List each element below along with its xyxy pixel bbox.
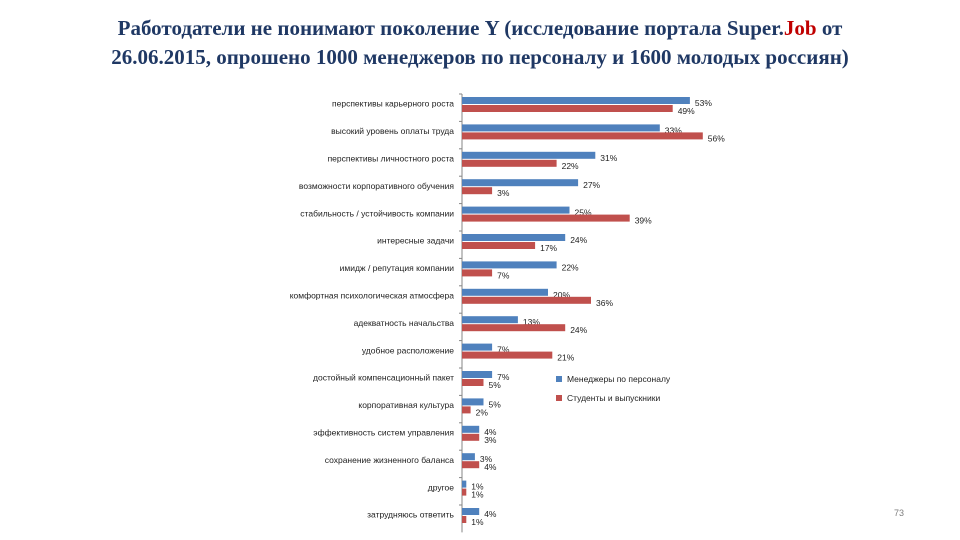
title-line-1: Работодатели не понимают поколение Y (ис… — [0, 14, 960, 43]
category-label: комфортная психологическая атмосфера — [290, 291, 455, 301]
bar-managers — [462, 234, 566, 241]
bar-managers — [462, 480, 467, 488]
bar-students — [462, 406, 471, 414]
bar-managers — [462, 343, 493, 351]
bar-students — [462, 461, 480, 469]
value-label-students: 56% — [708, 133, 725, 143]
bar-managers — [462, 206, 570, 214]
value-label-managers: 4% — [484, 509, 497, 519]
bar-students — [462, 132, 703, 140]
value-label-students: 5% — [489, 380, 502, 390]
value-label-managers: 4% — [484, 427, 497, 437]
value-label-students: 1% — [471, 490, 484, 500]
value-label-managers: 25% — [575, 208, 592, 218]
bar-students — [462, 516, 467, 523]
category-label: стабильность / устойчивость компании — [300, 208, 454, 218]
value-label-managers: 7% — [497, 345, 510, 355]
category-label: высокий уровень оплаты труда — [331, 126, 454, 136]
bar-managers — [462, 151, 596, 159]
value-label-managers: 31% — [600, 153, 617, 163]
category-label: затрудняюсь ответить — [367, 510, 454, 520]
bar-students — [462, 242, 536, 249]
category-label: корпоративная культура — [358, 400, 454, 410]
value-label-managers: 7% — [497, 372, 510, 382]
category-label: возможности корпоративного обучения — [299, 181, 454, 191]
page-number: 73 — [893, 508, 904, 518]
value-label-managers: 27% — [583, 180, 600, 190]
bar-students — [462, 296, 591, 304]
value-label-managers: 24% — [570, 235, 587, 245]
category-label: перспективы личностного роста — [328, 154, 455, 164]
title-text-part: Работодатели не понимают поколение Y (ис… — [117, 16, 784, 40]
bar-managers — [462, 179, 579, 187]
category-label: удобное расположение — [362, 345, 454, 355]
title-text-part: от — [816, 16, 843, 40]
bar-managers — [462, 124, 660, 132]
bar-students — [462, 269, 493, 277]
bar-students — [462, 488, 467, 496]
bar-managers — [462, 288, 548, 296]
category-label: эффективность систем управления — [313, 428, 454, 438]
bar-students — [462, 433, 480, 441]
value-label-students: 49% — [678, 106, 695, 116]
bar-managers — [462, 316, 518, 324]
title-brand-job: Job — [783, 16, 817, 40]
value-label-students: 36% — [596, 298, 613, 308]
value-label-students: 4% — [484, 462, 497, 472]
value-label-managers: 13% — [523, 317, 540, 327]
value-label-students: 3% — [497, 188, 510, 198]
bar-managers — [462, 261, 557, 269]
bar-managers — [462, 425, 480, 433]
value-label-students: 17% — [540, 243, 557, 253]
value-label-students: 24% — [570, 325, 587, 335]
bar-students — [462, 324, 566, 332]
legend-swatch — [556, 395, 562, 401]
bar-students — [462, 187, 493, 195]
value-label-managers: 3% — [480, 454, 493, 464]
value-label-students: 2% — [476, 407, 489, 417]
value-label-managers: 33% — [665, 125, 682, 135]
title-line-2: 26.06.2015, опрошено 1000 менеджеров по … — [111, 45, 849, 69]
bar-managers — [462, 508, 480, 515]
value-label-managers: 53% — [695, 98, 712, 108]
value-label-students: 1% — [471, 517, 484, 527]
bar-managers — [462, 453, 475, 461]
bar-managers — [462, 398, 484, 406]
value-label-students: 39% — [635, 216, 652, 226]
value-label-students: 22% — [562, 161, 579, 171]
bar-managers — [462, 97, 690, 104]
bar-students — [462, 214, 630, 222]
category-label: имидж / репутация компании — [340, 263, 455, 273]
bar-managers — [462, 371, 493, 378]
value-label-students: 21% — [557, 353, 574, 363]
legend-swatch — [556, 376, 562, 382]
category-label: достойный компенсационный пакет — [313, 373, 454, 383]
value-label-managers: 1% — [471, 482, 484, 492]
value-label-managers: 20% — [553, 290, 570, 300]
category-label: другое — [428, 482, 454, 492]
legend-entry: Менеджеры по персоналу — [567, 374, 671, 384]
value-label-students: 7% — [497, 270, 510, 280]
legend-entry: Студенты и выпускники — [567, 393, 660, 403]
category-label: перспективы карьерного роста — [332, 99, 454, 109]
value-label-managers: 5% — [489, 399, 502, 409]
category-label: интересные задачи — [377, 236, 454, 246]
category-label: сохранение жизненного баланса — [325, 455, 455, 465]
bar-students — [462, 105, 673, 112]
bar-students — [462, 351, 553, 359]
slide-title: Работодатели не понимают поколение Y (ис… — [0, 14, 960, 72]
value-label-students: 3% — [484, 435, 497, 445]
bar-students — [462, 159, 557, 167]
bar-students — [462, 379, 484, 386]
category-label: адекватность начальства — [354, 318, 455, 328]
value-label-managers: 22% — [562, 262, 579, 272]
